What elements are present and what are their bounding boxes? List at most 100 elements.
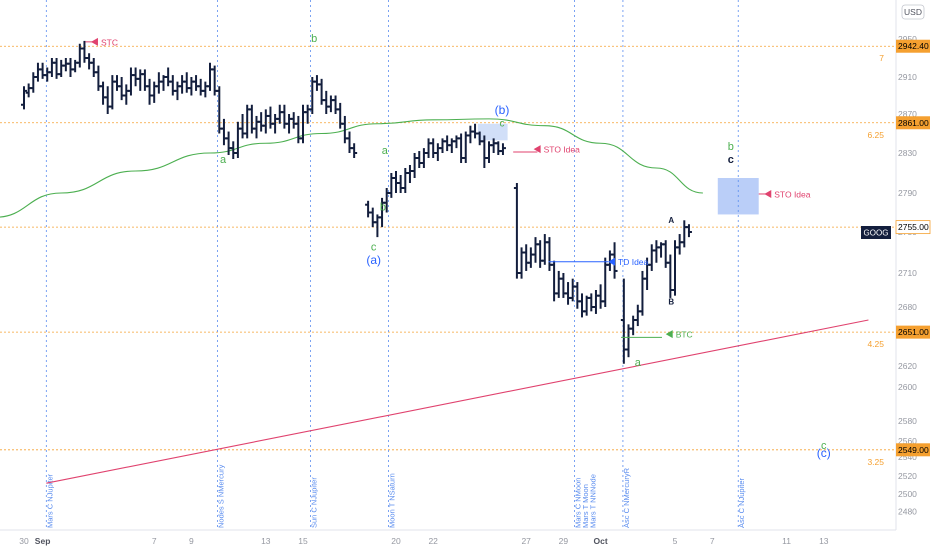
x-tick-label: 7	[710, 536, 715, 546]
y-tick-label: 2580	[898, 416, 917, 426]
flag-marker	[764, 189, 772, 198]
y-tick-label: 2560	[898, 436, 917, 446]
wave-label: a	[635, 357, 642, 369]
flag-marker	[665, 330, 673, 339]
wave-label: b	[380, 202, 386, 214]
ohlc-bar	[685, 224, 692, 238]
ohlc-bar	[499, 143, 506, 155]
y-tick-label: 2520	[898, 471, 917, 481]
currency-badge	[901, 4, 925, 20]
flag-marker	[533, 145, 541, 154]
wave-label: b	[728, 141, 734, 153]
wave-label: b	[311, 33, 317, 45]
y-tick-label: 2540	[898, 452, 917, 462]
x-tick-label: 5	[673, 536, 678, 546]
x-tick-label: 13	[261, 536, 271, 546]
flag-marker	[90, 37, 98, 46]
wave-label: A	[668, 216, 674, 225]
price-level-value: 2942.40	[898, 41, 929, 51]
y-axis-background	[896, 0, 932, 530]
wave-label: c	[371, 241, 377, 253]
x-tick-label: 11	[782, 536, 791, 546]
price-level-value: 2651.00	[898, 327, 929, 337]
flag-label: BTC	[676, 330, 693, 340]
wave-label: (b)	[495, 103, 510, 117]
time-marker-label: Moon T NSaturn	[388, 473, 397, 528]
y-tick-label: 2480	[898, 506, 917, 516]
trendline	[46, 319, 869, 484]
symbol-badge	[861, 226, 891, 239]
currency-label: USD	[904, 7, 922, 17]
fib-ratio-label: 6.25	[867, 130, 884, 140]
price-level-value: 2549.00	[898, 445, 929, 455]
levels-layer: 7 6.25 4.25 3.25	[0, 45, 895, 467]
time-marker-label: Asc C NJupiter	[737, 477, 746, 528]
flag-label: STC	[101, 37, 118, 47]
price-level-box	[895, 220, 931, 235]
wave-label: a	[382, 145, 389, 157]
flags-layer: STC STO Idea STO Idea TD Idea BTC	[85, 37, 811, 340]
x-tick-label: Sep	[35, 536, 51, 546]
wave-label: (a)	[366, 253, 381, 267]
wave-label: B	[668, 298, 674, 307]
zones-layer	[477, 123, 759, 215]
fib-ratio-label: 7	[879, 53, 884, 63]
x-axis-background	[0, 530, 932, 550]
wave-label: (c)	[817, 446, 831, 460]
price-level-value: 2861.00	[898, 118, 929, 128]
time-marker-label: Mars C NMoon	[574, 478, 583, 528]
x-tick-label: 13	[819, 536, 829, 546]
ohlc-bar	[21, 86, 27, 110]
flag-label: STO Idea	[544, 145, 580, 155]
x-tick-label: 22	[428, 536, 438, 546]
y-tick-label: 2950	[898, 34, 917, 44]
price-level-box	[896, 39, 930, 53]
time-marker-label: Nodes S NMercury	[216, 464, 225, 528]
ohlc-bar	[351, 143, 358, 158]
y-tick-label: 2910	[898, 72, 917, 82]
y-tick-label: 2600	[898, 382, 917, 392]
x-tick-label: 15	[298, 536, 308, 546]
x-axis: 30 Sep 7 9 13 15 20 22 27 29 Oct 5 7 11 13	[0, 529, 932, 550]
time-marker-label: Mars T NNNode	[589, 474, 598, 528]
price-level-box	[896, 325, 930, 339]
y-tick-label: 2620	[898, 361, 917, 371]
wave-label: c	[500, 119, 505, 130]
flag-label: TD Idea	[618, 257, 649, 267]
fib-ratio-label: 4.25	[867, 339, 884, 349]
price-level-box	[896, 443, 930, 457]
x-tick-label: Oct	[594, 536, 608, 546]
wave-label: c	[728, 154, 734, 166]
x-tick-label: 27	[521, 536, 531, 546]
y-tick-label: 2500	[898, 489, 917, 499]
price-level-value: 2755.00	[898, 222, 929, 232]
time-marker-label: Sun C NJupiter	[309, 477, 318, 528]
x-tick-label: 7	[152, 536, 157, 546]
y-tick-label: 2790	[898, 188, 917, 198]
y-tick-label: 2680	[898, 302, 917, 312]
x-tick-label: 30	[19, 536, 29, 546]
x-tick-label: 20	[391, 536, 401, 546]
y-axis: 2480250025202540256025802600262026502680…	[861, 0, 932, 530]
time-markers-layer: Mars C NJupiter Nodes S NMercury Sun C NJu…	[45, 0, 746, 530]
flag-label: STO Idea	[774, 189, 810, 199]
x-tick-label: 29	[559, 536, 569, 546]
wave-label: c	[821, 440, 827, 452]
y-tick-label: 2710	[898, 268, 917, 278]
fib-ratio-label: 3.25	[867, 457, 884, 467]
price-level-box	[896, 116, 930, 130]
moving-average-line	[0, 118, 703, 218]
time-marker-label: Asc C NMercuryR	[622, 467, 631, 528]
ohlc-bars-layer	[21, 40, 692, 364]
time-marker-label: Mars C NJupiter	[45, 473, 54, 528]
wave-label: a	[220, 154, 227, 166]
symbol-label: GOOG	[864, 229, 889, 238]
y-tick-label: 2830	[898, 148, 917, 158]
x-tick-label: 9	[189, 536, 194, 546]
indicator-lines-layer	[0, 118, 869, 484]
y-tick-label: 2870	[898, 109, 917, 119]
